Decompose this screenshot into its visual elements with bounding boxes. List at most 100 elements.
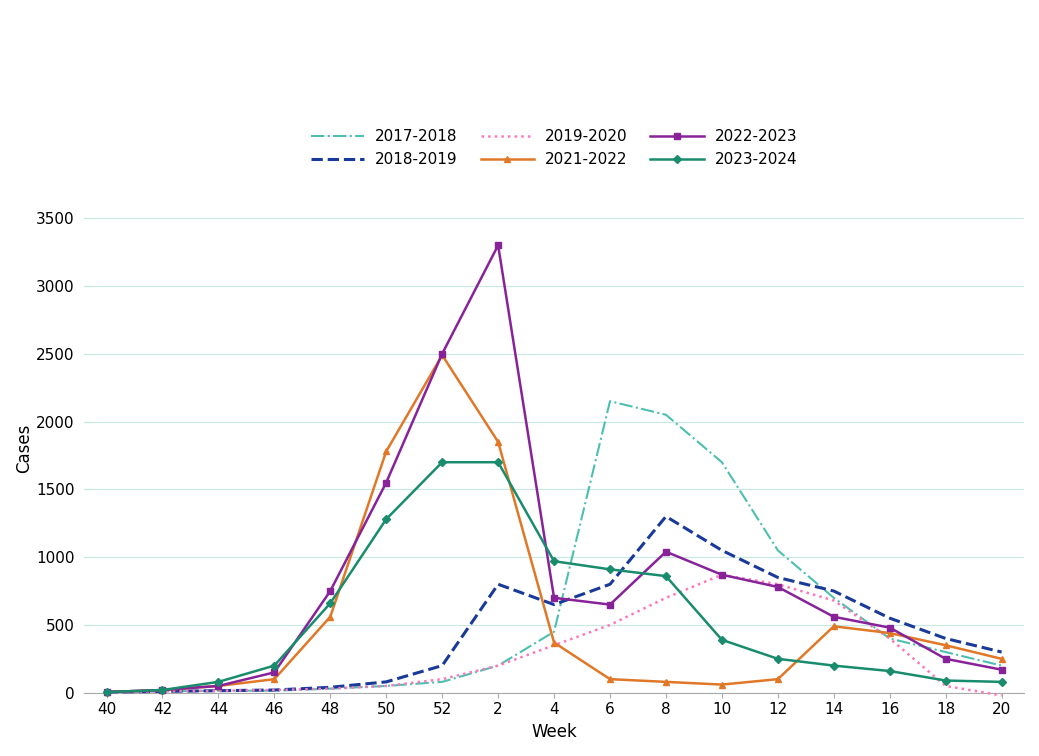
X-axis label: Week: Week — [531, 723, 577, 741]
2021-2022 — [268, 674, 281, 683]
Line: 2023-2024: 2023-2024 — [104, 460, 1005, 695]
2019-2020 — [827, 596, 840, 605]
2021-2022 — [772, 674, 784, 683]
2017-2018 — [548, 627, 560, 637]
2018-2019 — [101, 687, 113, 696]
2022-2023 — [268, 668, 281, 677]
2019-2020 — [324, 684, 337, 693]
2021-2022 — [604, 674, 616, 683]
2017-2018 — [660, 411, 672, 420]
2021-2022 — [660, 677, 672, 686]
Line: 2017-2018: 2017-2018 — [107, 401, 1002, 692]
2019-2020 — [995, 691, 1008, 700]
2019-2020 — [548, 641, 560, 650]
2022-2023 — [883, 623, 896, 632]
2019-2020 — [101, 687, 113, 696]
2019-2020 — [883, 634, 896, 643]
2021-2022 — [324, 612, 337, 621]
2023-2024 — [772, 654, 784, 663]
2023-2024 — [660, 572, 672, 581]
2018-2019 — [380, 677, 393, 686]
2021-2022 — [716, 680, 728, 689]
2022-2023 — [491, 240, 504, 249]
2022-2023 — [212, 681, 224, 690]
2021-2022 — [380, 447, 393, 456]
2022-2023 — [827, 612, 840, 621]
2019-2020 — [212, 686, 224, 696]
2021-2022 — [995, 654, 1008, 663]
2018-2019 — [716, 546, 728, 555]
2017-2018 — [995, 661, 1008, 670]
2022-2023 — [995, 665, 1008, 674]
2022-2023 — [772, 582, 784, 591]
2023-2024 — [604, 565, 616, 574]
2023-2024 — [156, 686, 168, 695]
2018-2019 — [604, 580, 616, 589]
2017-2018 — [268, 686, 281, 696]
2017-2018 — [604, 397, 616, 406]
2021-2022 — [883, 628, 896, 637]
2019-2020 — [380, 681, 393, 690]
2019-2020 — [772, 580, 784, 589]
2018-2019 — [772, 573, 784, 582]
2023-2024 — [548, 556, 560, 565]
2018-2019 — [268, 686, 281, 695]
Line: 2018-2019: 2018-2019 — [107, 516, 1002, 692]
2021-2022 — [491, 438, 504, 447]
2019-2020 — [604, 621, 616, 630]
2022-2023 — [324, 587, 337, 596]
2017-2018 — [491, 661, 504, 670]
2021-2022 — [548, 638, 560, 647]
2022-2023 — [156, 686, 168, 695]
Legend: 2017-2018, 2018-2019, 2019-2020, 2021-2022, 2022-2023, 2023-2024: 2017-2018, 2018-2019, 2019-2020, 2021-20… — [311, 129, 797, 167]
2023-2024 — [995, 677, 1008, 686]
2022-2023 — [939, 654, 952, 663]
Line: 2022-2023: 2022-2023 — [103, 242, 1005, 696]
2021-2022 — [436, 351, 449, 360]
2017-2018 — [883, 634, 896, 643]
2017-2018 — [212, 686, 224, 696]
2018-2019 — [827, 587, 840, 596]
2018-2019 — [883, 614, 896, 623]
2017-2018 — [716, 457, 728, 466]
2017-2018 — [156, 687, 168, 696]
Y-axis label: Cases: Cases — [15, 424, 33, 473]
2019-2020 — [268, 686, 281, 695]
2017-2018 — [939, 647, 952, 656]
2019-2020 — [716, 570, 728, 579]
2017-2018 — [380, 681, 393, 690]
2021-2022 — [827, 621, 840, 631]
2019-2020 — [436, 674, 449, 683]
2022-2023 — [380, 478, 393, 487]
2018-2019 — [548, 600, 560, 609]
2022-2023 — [660, 547, 672, 556]
Line: 2021-2022: 2021-2022 — [103, 352, 1005, 696]
2018-2019 — [491, 580, 504, 589]
2019-2020 — [660, 593, 672, 603]
2023-2024 — [380, 515, 393, 524]
2021-2022 — [156, 686, 168, 695]
2018-2019 — [660, 512, 672, 521]
2021-2022 — [939, 641, 952, 650]
2019-2020 — [491, 661, 504, 670]
2022-2023 — [436, 349, 449, 358]
2018-2019 — [939, 634, 952, 643]
2023-2024 — [436, 457, 449, 466]
2023-2024 — [939, 676, 952, 685]
2017-2018 — [324, 684, 337, 693]
2018-2019 — [436, 661, 449, 670]
2018-2019 — [156, 687, 168, 696]
2023-2024 — [716, 635, 728, 644]
2018-2019 — [212, 686, 224, 696]
2017-2018 — [827, 593, 840, 603]
2023-2024 — [883, 667, 896, 676]
2023-2024 — [827, 661, 840, 670]
2022-2023 — [548, 593, 560, 603]
2018-2019 — [995, 647, 1008, 656]
2023-2024 — [491, 457, 504, 466]
2022-2023 — [716, 570, 728, 579]
2018-2019 — [324, 683, 337, 692]
2022-2023 — [101, 687, 113, 696]
2019-2020 — [939, 681, 952, 690]
2017-2018 — [101, 687, 113, 696]
